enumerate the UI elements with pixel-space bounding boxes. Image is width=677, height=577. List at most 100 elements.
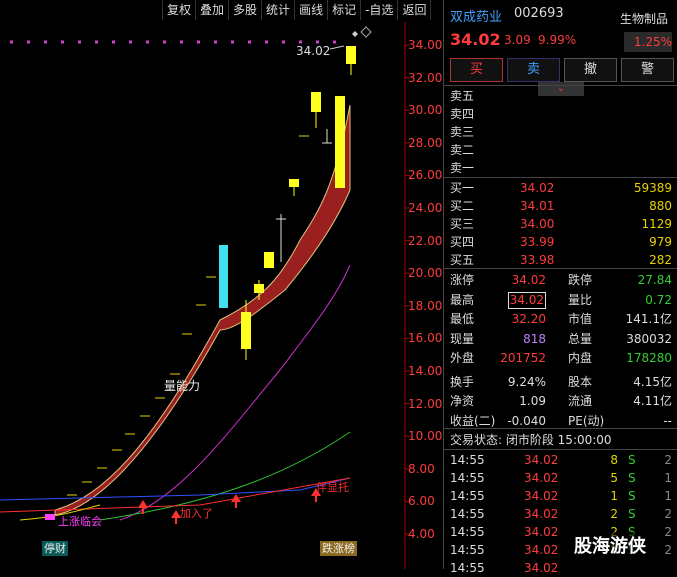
chart-toolbar: 复权 叠加 多股 统计 画线 标记 -自选 返回 <box>162 0 432 21</box>
stat-label: 跌停 <box>568 273 593 287</box>
stat-value: 4.15亿 <box>633 374 672 389</box>
sector-pct: 1.25% <box>624 32 672 52</box>
toolbar-button[interactable]: 多股 <box>228 0 262 20</box>
y-tick-label: 8.00 <box>408 461 435 476</box>
tick-price: 34.02 <box>524 561 559 575</box>
sell-level[interactable]: 卖二 <box>444 141 677 159</box>
stat-label: 流通 <box>568 394 593 408</box>
sell-level[interactable]: 卖五 <box>444 87 677 105</box>
tick-price: 34.02 <box>524 489 559 503</box>
divider <box>444 428 677 429</box>
stat-row: 现量 818 总量 380032 <box>444 330 677 348</box>
y-tick-label: 26.00 <box>408 168 443 183</box>
stat-value: 201752 <box>500 351 546 365</box>
divider <box>444 177 677 178</box>
stat-label: 量比 <box>568 292 593 307</box>
sector-name[interactable]: 生物制品 <box>620 12 669 26</box>
y-tick-label: 34.00 <box>408 38 443 52</box>
stat-row: 换手 9.24% 股本 4.15亿 <box>444 373 677 391</box>
magenta-marker <box>45 514 55 520</box>
y-tick-label: 12.00 <box>408 396 443 411</box>
stat-label: 市值 <box>568 312 593 326</box>
tick-row: 14:55 34.02 <box>444 559 677 577</box>
tick-time: 14:55 <box>450 471 485 485</box>
stat-label: PE(动) <box>568 413 605 428</box>
stat-row: 净资 1.09 流通 4.11亿 <box>444 392 677 410</box>
divider <box>444 85 677 86</box>
annotation-shangzhang: 上涨临会 <box>58 515 102 528</box>
y-tick-label: 18.00 <box>408 298 443 313</box>
toolbar-button[interactable]: 返回 <box>397 0 432 20</box>
tick-row: 14:55 34.02 1 S 1 <box>444 487 677 505</box>
toolbar-button[interactable]: 复权 <box>162 0 196 20</box>
toolbar-button[interactable]: 叠加 <box>195 0 229 20</box>
buy-level[interactable]: 买五 33.98 282 <box>444 251 677 269</box>
sell-label: 卖二 <box>450 143 475 157</box>
buy-level[interactable]: 买四 33.99 979 <box>444 233 677 251</box>
candle <box>335 96 345 188</box>
tick-count: 2 <box>664 525 672 539</box>
buy-arrows <box>138 488 321 524</box>
candle <box>311 92 321 112</box>
buy-level[interactable]: 买一 34.02 59389 <box>444 179 677 197</box>
y-tick-label: 6.00 <box>408 494 435 509</box>
buy-label: 买三 <box>450 217 475 231</box>
last-price: 34.02 <box>450 30 501 49</box>
stat-label: 净资 <box>450 394 475 408</box>
toolbar-button[interactable]: 统计 <box>261 0 295 20</box>
y-tick-label: 30.00 <box>408 103 443 118</box>
price-change: 3.09 <box>504 33 531 47</box>
kline-chart[interactable]: 复权 叠加 多股 统计 画线 标记 -自选 返回 <box>0 0 443 569</box>
buy-price: 34.01 <box>520 199 555 213</box>
y-tick-label: 10.00 <box>408 429 443 444</box>
stat-label: 收益(二) <box>450 413 496 428</box>
stat-value: 4.11亿 <box>633 394 672 408</box>
candle <box>219 245 228 308</box>
quote-panel: 双成药业 002693 生物制品 1.25% 34.02 3.09 9.99% … <box>443 0 677 575</box>
tick-price: 34.02 <box>524 453 559 467</box>
sell-label: 卖四 <box>450 107 475 121</box>
sell-label: 卖五 <box>450 89 475 103</box>
buy-level[interactable]: 买三 34.00 1129 <box>444 215 677 233</box>
cancel-button[interactable]: 撤 <box>564 58 617 82</box>
annotation-dianxing: 伴显托 <box>316 481 349 494</box>
toolbar-button[interactable]: 画线 <box>294 0 328 20</box>
ma-line-green <box>99 431 351 521</box>
stat-value: 380032 <box>626 331 672 346</box>
tag-bottom-right[interactable]: 跌涨榜 <box>320 541 357 556</box>
sell-level[interactable]: 卖四 <box>444 105 677 123</box>
stat-row: 最高 34.02 量比 0.72 <box>444 291 677 309</box>
tick-direction: S <box>628 489 636 503</box>
stat-value: 32.20 <box>511 312 546 326</box>
tag-bottom-left[interactable]: 停财 <box>42 541 68 556</box>
stat-row: 最低 32.20 市值 141.1亿 <box>444 310 677 328</box>
stat-value: 178280 <box>626 351 672 365</box>
ma-line-yellow <box>19 504 101 521</box>
buy-label: 买二 <box>450 199 475 213</box>
tick-row: 14:55 34.02 8 S 2 <box>444 451 677 469</box>
tick-count: 1 <box>664 471 672 485</box>
buy-price: 34.00 <box>520 217 555 231</box>
ma-line-red <box>0 477 351 513</box>
toolbar-button[interactable]: -自选 <box>360 0 398 20</box>
divider <box>444 268 677 269</box>
tick-volume: 8 <box>610 453 618 467</box>
stat-label: 涨停 <box>450 273 475 287</box>
alert-button[interactable]: 警 <box>621 58 674 82</box>
tick-volume: 5 <box>610 471 618 485</box>
candle <box>346 46 356 64</box>
y-tick-label: 16.00 <box>408 331 443 346</box>
stat-label: 最高 <box>450 292 475 307</box>
buy-level[interactable]: 买二 34.01 880 <box>444 197 677 215</box>
diamond-small-icon <box>352 31 358 37</box>
annotation-jiaru: 加入了 <box>180 507 213 520</box>
y-tick-label: 22.00 <box>408 233 443 248</box>
stat-value: 1.09 <box>519 394 546 408</box>
sell-level[interactable]: 卖三 <box>444 123 677 141</box>
toolbar-button[interactable]: 标记 <box>327 0 361 20</box>
y-tick-label: 32.00 <box>408 70 443 85</box>
buy-button[interactable]: 买 <box>450 58 503 82</box>
sell-level[interactable]: 卖一 <box>444 159 677 177</box>
sell-button[interactable]: 卖 <box>507 58 560 82</box>
